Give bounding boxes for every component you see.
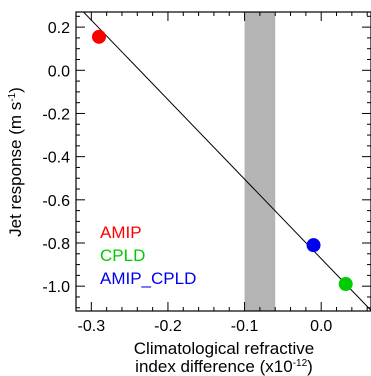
legend-entry-amip: AMIP xyxy=(100,223,142,242)
x-axis-title-line1: Climatological refractive xyxy=(134,339,314,358)
data-point-cpld xyxy=(338,277,353,292)
fit-line xyxy=(82,12,371,311)
y-tick-label: -0.8 xyxy=(42,236,70,253)
y-tick-label: 0.0 xyxy=(48,63,70,80)
y-axis-title: Jet response (m s-1) xyxy=(6,87,25,237)
y-tick-label: -1.0 xyxy=(42,279,70,296)
shaded-band xyxy=(244,12,276,311)
legend-entry-cpld: CPLD xyxy=(100,246,145,265)
x-tick-label: 0.0 xyxy=(310,318,332,335)
x-tick-label: -0.3 xyxy=(78,318,106,335)
y-tick-label: -0.4 xyxy=(42,150,70,167)
x-tick-label: -0.1 xyxy=(231,318,259,335)
legend-entry-amip-cpld: AMIP_CPLD xyxy=(100,269,196,288)
data-point-amip xyxy=(91,29,106,44)
x-tick-label: -0.2 xyxy=(154,318,182,335)
x-axis-title-line2: index difference (x10-12) xyxy=(135,357,313,376)
plot-frame xyxy=(75,11,371,312)
y-tick-label: -0.2 xyxy=(42,106,70,123)
y-tick-label: -0.6 xyxy=(42,193,70,210)
data-point-amip-cpld xyxy=(306,238,321,253)
y-tick-label: 0.2 xyxy=(48,20,70,37)
